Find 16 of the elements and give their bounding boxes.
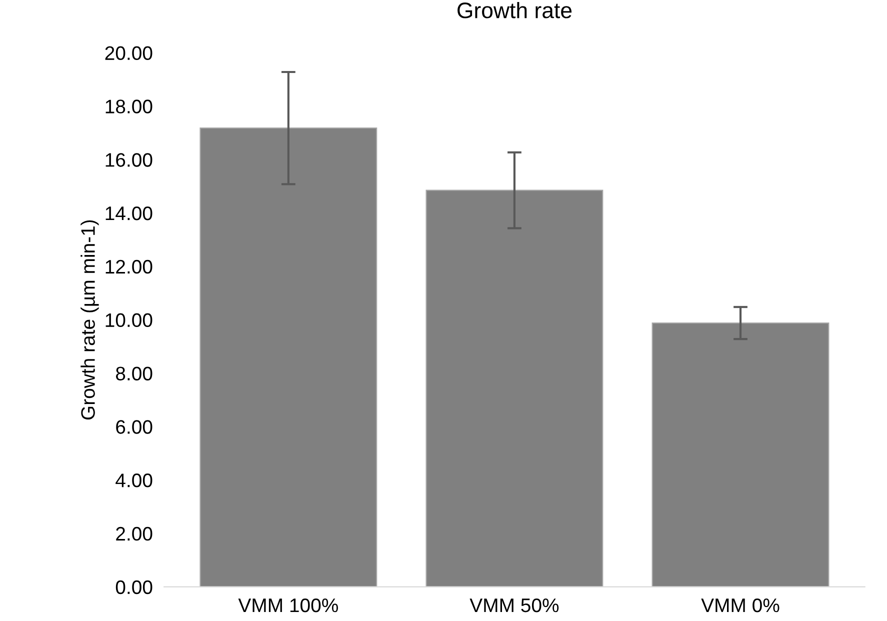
y-tick-label: 0.00 [116,580,152,594]
y-tick-label: 18.00 [106,100,152,114]
chart-title: Growth rate [458,2,572,18]
y-tick-label: 14.00 [106,206,152,220]
y-tick-label: 20.00 [105,46,152,60]
y-tick-label: 8.00 [116,366,152,380]
y-tick-label: 16.00 [106,153,152,167]
y-tick-label: 10.00 [106,313,152,328]
y-tick-label: 2.00 [116,526,152,541]
y-axis-title: Growth rate (µm min-1) [80,220,99,420]
x-tick-label: VMM 100% [238,598,338,612]
y-tick-label: 6.00 [116,420,152,434]
x-tick-label: VMM 50% [470,598,559,612]
x-tick-label: VMM 0% [701,598,780,612]
y-tick-label: 12.00 [106,260,152,274]
y-tick-label: 4.00 [116,474,152,488]
